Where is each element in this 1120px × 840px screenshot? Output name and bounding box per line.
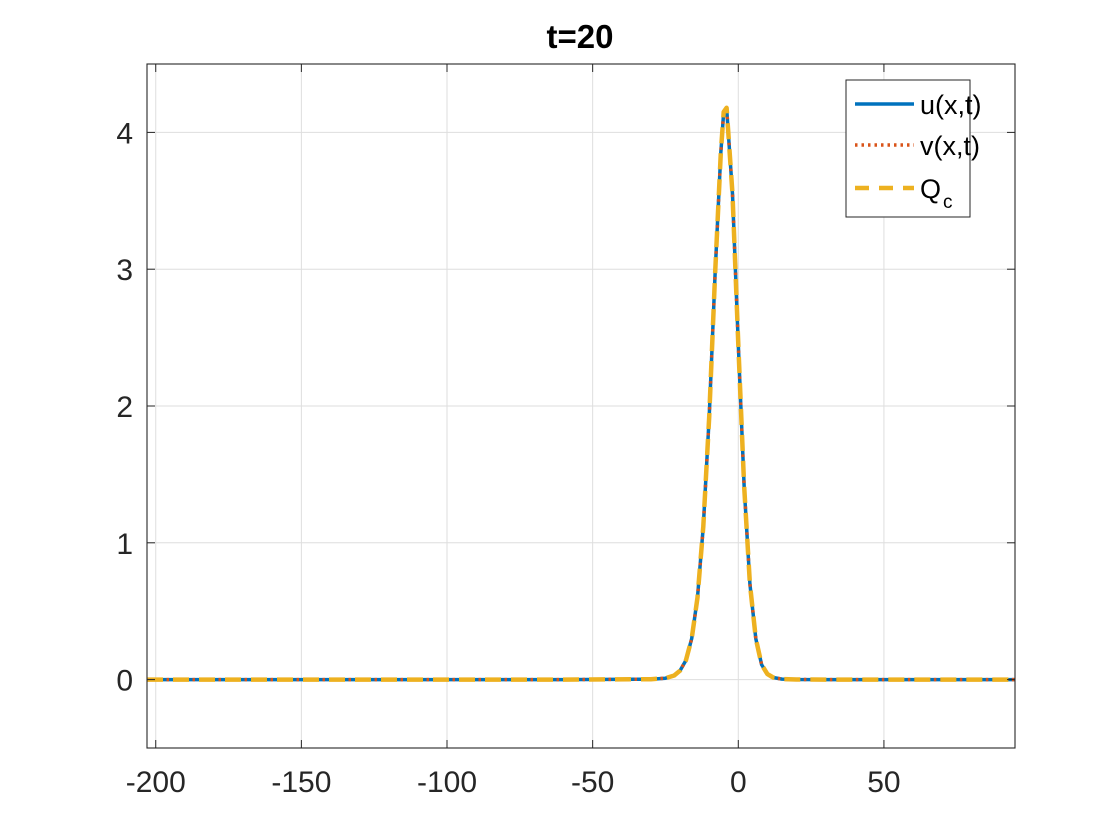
x-tick-label: -50 xyxy=(571,766,614,799)
y-tick-label: 4 xyxy=(116,117,133,150)
y-tick-label: 0 xyxy=(116,665,133,698)
y-tick-label: 3 xyxy=(116,254,133,287)
legend: u(x,t) v(x,t) Q c xyxy=(845,79,982,218)
chart-title: t=20 xyxy=(547,18,614,55)
x-tick-label: -200 xyxy=(126,766,186,799)
y-tick-label: 2 xyxy=(116,391,133,424)
ticks: -200 -150 -100 -50 0 50 0 1 2 3 4 xyxy=(116,64,1015,799)
x-tick-label: 50 xyxy=(867,766,900,799)
x-tick-label: 0 xyxy=(730,766,747,799)
series-line-3 xyxy=(147,105,1015,682)
y-tick-label: 1 xyxy=(116,528,133,561)
legend-label-text: v(x,t) xyxy=(920,131,980,161)
legend-label-2: v(x,t) xyxy=(920,131,980,161)
legend-label-text: u(x,t) xyxy=(920,90,982,120)
legend-label-1: u(x,t) xyxy=(920,90,982,120)
legend-label-text: Q xyxy=(920,174,941,204)
legend-label-subscript: c xyxy=(943,192,953,213)
x-tick-label: -150 xyxy=(271,766,331,799)
series-layer xyxy=(147,105,1015,682)
x-tick-label: -100 xyxy=(417,766,477,799)
